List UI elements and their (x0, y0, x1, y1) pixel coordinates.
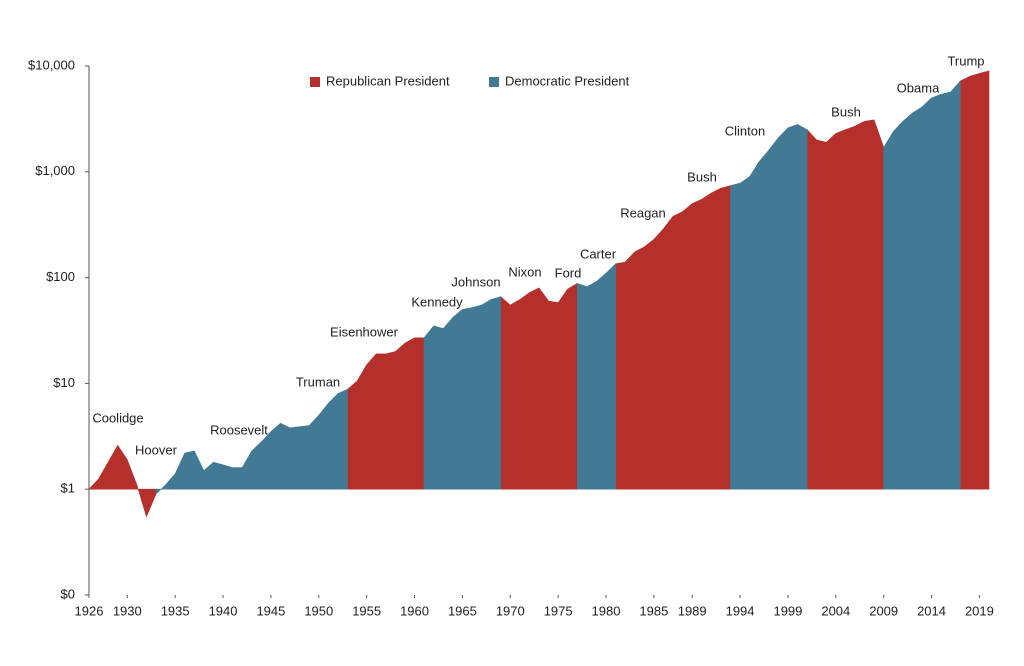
x-tick-label: 1970 (496, 603, 525, 618)
x-tick-label: 1980 (592, 603, 621, 618)
x-tick-label: 2009 (869, 603, 898, 618)
y-tick-label: $1 (61, 481, 75, 496)
legend-swatch (489, 77, 499, 87)
x-tick-label: 1935 (161, 603, 190, 618)
x-tick-label: 1975 (544, 603, 573, 618)
area (155, 80, 961, 495)
y-tick-label: $10 (53, 375, 75, 390)
y-tick-label: $0 (61, 586, 75, 601)
x-tick-label: 2004 (821, 603, 850, 618)
annotation: Kennedy (411, 294, 463, 309)
annotation: Coolidge (92, 410, 143, 425)
annotation: Eisenhower (330, 324, 399, 339)
x-tick-label: 1955 (352, 603, 381, 618)
annotation: Obama (897, 80, 940, 95)
x-tick-label: 1965 (448, 603, 477, 618)
x-tick-label: 1985 (639, 603, 668, 618)
x-tick-label: 1960 (400, 603, 429, 618)
x-tick-label: 2014 (917, 603, 946, 618)
annotation: Hoover (135, 442, 178, 457)
legend-label: Republican President (326, 73, 450, 88)
x-tick-label: 2019 (965, 603, 994, 618)
annotation: Roosevelt (210, 422, 268, 437)
x-tick-label: 1930 (113, 603, 142, 618)
y-tick-label: $10,000 (28, 57, 75, 72)
annotation: Ford (555, 265, 582, 280)
annotation: Bush (831, 104, 861, 119)
annotation: Nixon (508, 264, 541, 279)
legend-swatch (310, 77, 320, 87)
x-tick-label: 1950 (304, 603, 333, 618)
annotation: Clinton (725, 123, 765, 138)
area (88, 70, 990, 518)
x-tick-label: 1999 (773, 603, 802, 618)
annotation: Reagan (620, 205, 666, 220)
legend-label: Democratic President (505, 73, 630, 88)
x-tick-label: 1989 (678, 603, 707, 618)
y-tick-label: $100 (46, 269, 75, 284)
x-tick-label: 1994 (726, 603, 755, 618)
x-tick-label: 1945 (256, 603, 285, 618)
annotation: Truman (296, 374, 340, 389)
annotation: Carter (580, 246, 617, 261)
annotation: Bush (687, 169, 717, 184)
annotation: Johnson (451, 274, 500, 289)
annotation: Trump (947, 53, 984, 68)
y-tick-label: $1,000 (35, 163, 75, 178)
x-tick-label: 1926 (75, 603, 104, 618)
x-tick-label: 1940 (209, 603, 238, 618)
